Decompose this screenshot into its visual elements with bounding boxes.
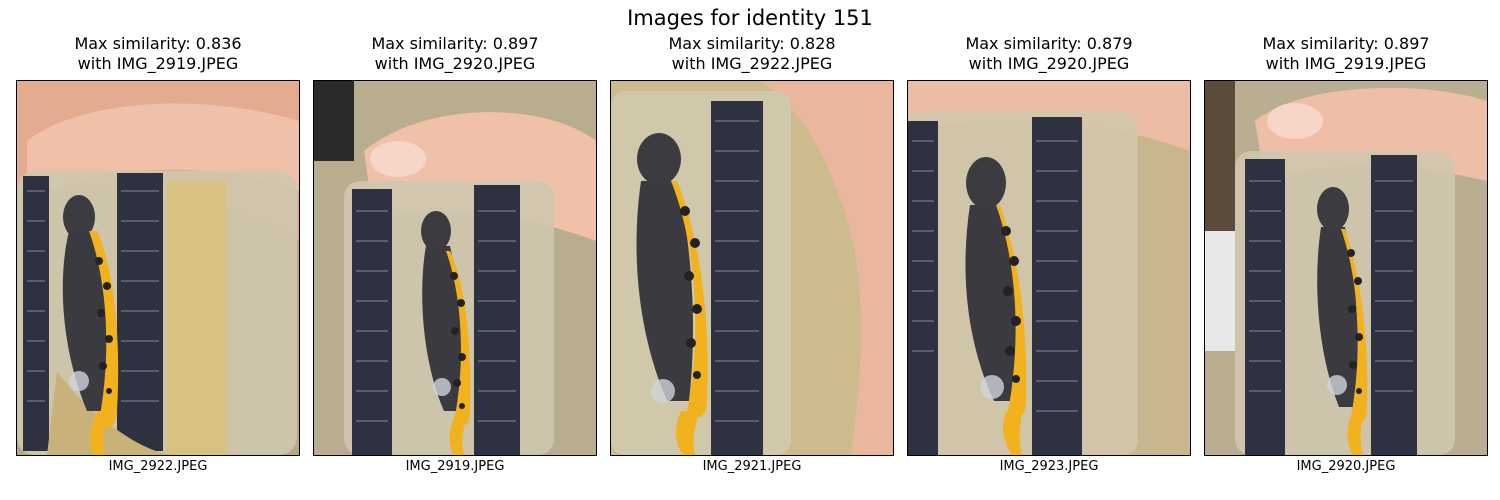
image-filename: IMG_2919.JPEG	[405, 459, 505, 474]
newt-photo-illustration	[17, 81, 299, 455]
panel-5: Max similarity: 0.897 with IMG_2919.JPEG	[1204, 0, 1488, 500]
match-label: with IMG_2919.JPEG	[77, 54, 239, 73]
newt-photo	[610, 80, 894, 456]
match-label: with IMG_2920.JPEG	[374, 54, 536, 73]
panel-title: Max similarity: 0.897 with IMG_2920.JPEG	[293, 34, 617, 74]
image-filename: IMG_2921.JPEG	[702, 459, 802, 474]
panel-1: Max similarity: 0.836 with IMG_2919.JPEG	[16, 0, 300, 500]
newt-photo	[16, 80, 300, 456]
newt-photo	[907, 80, 1191, 456]
similarity-label: Max similarity: 0.836	[74, 34, 242, 53]
panel-title: Max similarity: 0.828 with IMG_2922.JPEG	[590, 34, 914, 74]
image-filename: IMG_2923.JPEG	[999, 459, 1099, 474]
panel-title: Max similarity: 0.879 with IMG_2920.JPEG	[887, 34, 1211, 74]
panel-2: Max similarity: 0.897 with IMG_2920.JPEG	[313, 0, 597, 500]
image-filename: IMG_2920.JPEG	[1296, 459, 1396, 474]
match-label: with IMG_2920.JPEG	[968, 54, 1130, 73]
match-label: with IMG_2919.JPEG	[1265, 54, 1427, 73]
figure-title: Images for identity 151	[627, 6, 873, 30]
panel-3: Max similarity: 0.828 with IMG_2922.JPEG	[610, 0, 894, 500]
newt-photo-illustration	[908, 81, 1190, 455]
panel-title: Max similarity: 0.897 with IMG_2919.JPEG	[1184, 34, 1500, 74]
newt-photo-illustration	[611, 81, 893, 455]
panel-title: Max similarity: 0.836 with IMG_2919.JPEG	[0, 34, 320, 74]
newt-photo	[1204, 80, 1488, 456]
similarity-label: Max similarity: 0.897	[371, 34, 539, 53]
image-filename: IMG_2922.JPEG	[108, 459, 208, 474]
similarity-label: Max similarity: 0.828	[668, 34, 836, 53]
similarity-label: Max similarity: 0.897	[1262, 34, 1430, 53]
similarity-label: Max similarity: 0.879	[965, 34, 1133, 53]
newt-photo-illustration	[314, 81, 596, 455]
match-label: with IMG_2922.JPEG	[671, 54, 833, 73]
newt-photo-illustration	[1205, 81, 1487, 455]
panel-4: Max similarity: 0.879 with IMG_2920.JPEG	[907, 0, 1191, 500]
newt-photo	[313, 80, 597, 456]
